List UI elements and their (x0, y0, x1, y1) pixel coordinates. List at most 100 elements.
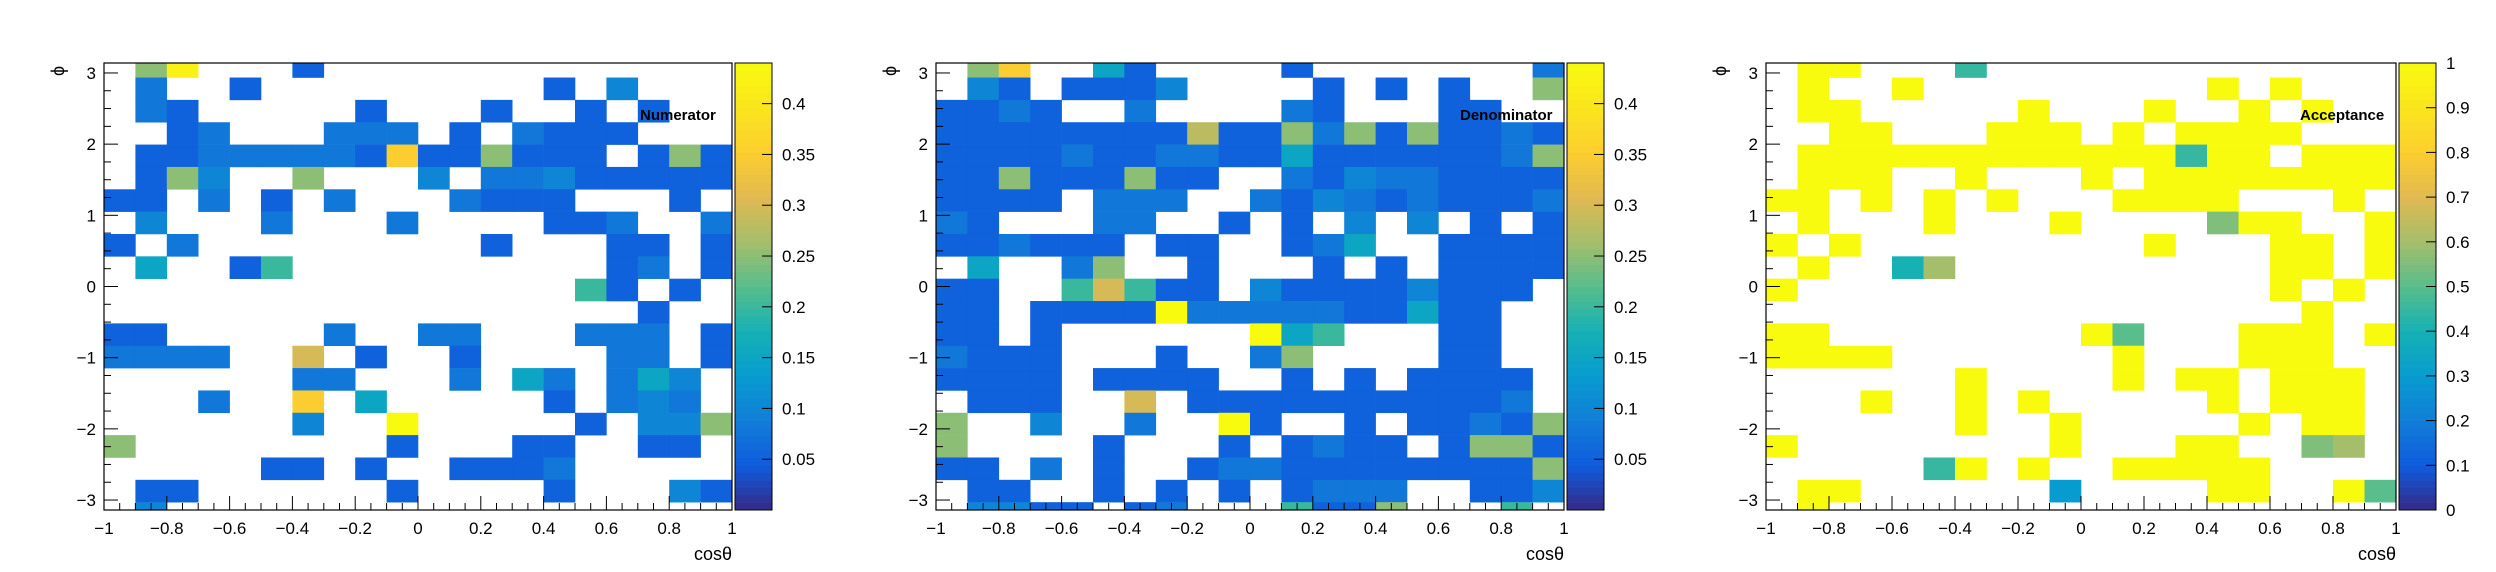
heatmap-cell (449, 144, 482, 168)
color-bar-segment (1567, 212, 1604, 220)
heatmap-cell (1281, 390, 1314, 414)
heatmap-cell (1124, 278, 1157, 302)
color-bar-tick-label: 0.9 (2446, 99, 2470, 118)
heatmap-cell (355, 144, 387, 168)
heatmap-cell (936, 301, 968, 324)
heatmap-cell (198, 345, 230, 369)
heatmap-cell (1438, 457, 1471, 481)
heatmap-cell (1469, 278, 1502, 302)
heatmap-cell (1218, 435, 1251, 458)
heatmap-cell (543, 457, 576, 481)
heatmap-cell (1469, 390, 1502, 414)
heatmap-cell (967, 345, 1000, 369)
heatmap-cell (2049, 144, 2082, 168)
x-tick-label: −0.8 (982, 519, 1016, 538)
heatmap-cell (1501, 479, 1533, 503)
heatmap-cell (1281, 368, 1314, 391)
color-bar-segment (1567, 159, 1604, 168)
heatmap-cell (606, 256, 639, 279)
heatmap-panel-2: −1 −0.8 −0.6 −0.4 −0.2 0 0.2 0.4 0.6 0.8 1 cosθ −3 −2… (1710, 54, 2470, 564)
heatmap-cell (543, 122, 576, 145)
heatmap-cell (1892, 77, 1924, 101)
heatmap-cell (1030, 144, 1062, 168)
y-tick-label: 3 (1749, 64, 1758, 83)
heatmap-cell (135, 144, 168, 168)
heatmap-cell (1532, 122, 1564, 145)
y-tick-label: −3 (1739, 491, 1758, 510)
color-bar-tick-label: 0.2 (2446, 412, 2470, 431)
heatmap-cell (135, 211, 168, 235)
heatmap-cell (292, 345, 325, 369)
heatmap-cell (449, 368, 482, 391)
color-bar-segment (1567, 390, 1604, 399)
heatmap-cell (998, 166, 1031, 190)
x-tick-label: 1 (1559, 519, 1568, 538)
heatmap-cell (1093, 144, 1125, 168)
heatmap-cell (967, 256, 1000, 279)
heatmap-cell (1218, 412, 1251, 436)
heatmap-cell (1532, 189, 1564, 212)
heatmap-cell (1281, 189, 1314, 212)
panel-title: Numerator (640, 107, 716, 124)
heatmap-cell (1469, 166, 1502, 190)
heatmap-cell (2175, 144, 2208, 168)
color-bar-segment (1567, 368, 1604, 377)
heatmap-cell (386, 435, 419, 458)
heatmap-cell (512, 368, 544, 391)
color-bar-segment (1567, 331, 1604, 340)
heatmap-cell (1797, 323, 1830, 347)
heatmap-cell (967, 278, 1000, 302)
heatmap-panel-1: −1 −0.8 −0.6 −0.4 −0.2 0 0.2 0.4 0.6 0.8 1 cosθ −3 −2… (880, 62, 1647, 564)
heatmap-cell (1281, 233, 1314, 257)
heatmap-cell (606, 278, 639, 302)
color-bar-tick-label: 0.7 (2446, 188, 2470, 207)
heatmap-cell (229, 256, 262, 279)
y-tick-label: −2 (909, 420, 928, 439)
heatmap-cell (2301, 301, 2334, 324)
heatmap-cell (1030, 233, 1062, 257)
heatmap-cell (1155, 479, 1188, 503)
heatmap-cell (967, 122, 1000, 145)
heatmap-cell (1281, 144, 1314, 168)
heatmap-cell (1344, 166, 1376, 190)
color-bar-segment (2399, 331, 2436, 340)
color-bar-segment (1567, 420, 1604, 429)
heatmap-cell (1124, 77, 1157, 101)
heatmap-cell (1860, 189, 1893, 212)
heatmap-cell (2270, 256, 2302, 279)
heatmap-cell (967, 301, 1000, 324)
heatmap-cell (512, 122, 544, 145)
x-tick-label: 0.4 (1364, 519, 1388, 538)
x-axis-title: cosθ (1526, 544, 1564, 564)
heatmap-cell (2207, 166, 2239, 190)
heatmap-cell (1093, 435, 1125, 458)
heatmap-cell (967, 166, 1000, 190)
heatmap-cell (1375, 189, 1408, 212)
heatmap-cell (2112, 368, 2145, 391)
heatmap-cell (1532, 233, 1564, 257)
heatmap-cell (2175, 457, 2208, 481)
heatmap-cell (104, 345, 136, 369)
heatmap-cell (261, 457, 293, 481)
heatmap-cell (1438, 323, 1471, 347)
heatmap-cell (1030, 345, 1062, 369)
heatmap-cell (1155, 77, 1188, 101)
x-tick-label: −0.8 (150, 519, 184, 538)
heatmap-cell (198, 390, 230, 414)
heatmap-cell (355, 457, 387, 481)
heatmap-cell (936, 122, 968, 145)
color-bar-segment (2399, 346, 2436, 354)
x-tick-label: 0.6 (595, 519, 619, 538)
heatmap-cell (1469, 479, 1502, 503)
heatmap-cell (1124, 368, 1157, 391)
heatmap-cell (1469, 301, 1502, 324)
heatmap-cell (1250, 301, 1282, 324)
color-bar-segment (1567, 413, 1604, 421)
heatmap-cell (2301, 233, 2334, 257)
heatmap-cell (1532, 63, 1564, 78)
heatmap-cells-1 (936, 63, 1564, 510)
color-bar-tick-label: 0.2 (782, 298, 806, 317)
heatmap-cell (1281, 166, 1314, 190)
heatmap-cell (2238, 412, 2271, 436)
color-bar-tick-label: 0.2 (1614, 298, 1638, 317)
